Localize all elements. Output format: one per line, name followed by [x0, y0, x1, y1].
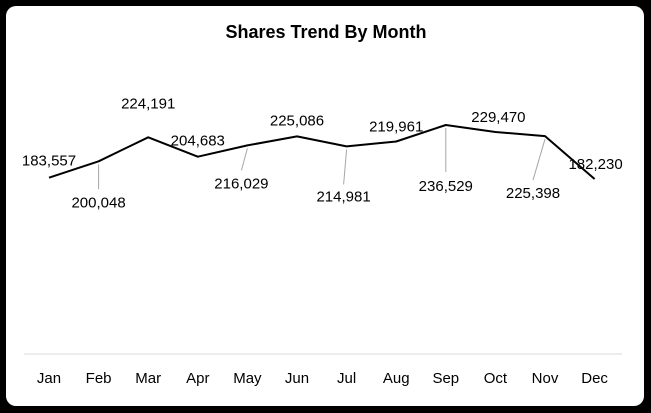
- x-tick-oct: Oct: [484, 370, 508, 387]
- x-tick-may: May: [233, 370, 262, 387]
- x-tick-apr: Apr: [186, 370, 209, 387]
- data-label-feb: 200,048: [71, 194, 125, 211]
- series-line: [48, 124, 596, 180]
- data-label-apr: 204,683: [171, 133, 225, 150]
- chart-title: Shares Trend By Month: [225, 22, 426, 42]
- data-labels: 183,557 200,048 224,191 204,683 216,029 225,0…: [22, 95, 623, 211]
- x-tick-sep: Sep: [432, 370, 459, 387]
- leader-lines: [98, 128, 546, 190]
- data-label-may: 216,029: [214, 175, 268, 192]
- data-label-oct: 229,470: [471, 109, 525, 126]
- x-tick-labels: Jan Feb Mar Apr May Jun Jul Aug Sep Oct Nov Dec: [37, 370, 609, 387]
- x-tick-mar: Mar: [135, 370, 161, 387]
- data-label-dec: 182,230: [568, 156, 622, 173]
- chart-frame: Shares Trend By Month 183,557 200,048 224,…: [6, 6, 644, 406]
- data-label-jun: 225,086: [270, 112, 324, 129]
- x-tick-feb: Feb: [86, 370, 112, 387]
- line-chart: Shares Trend By Month 183,557 200,048 224,…: [22, 22, 623, 387]
- x-tick-jun: Jun: [285, 370, 309, 387]
- series-line-group: [48, 124, 596, 180]
- leader-line-nov: [532, 138, 546, 181]
- data-label-aug: 219,961: [369, 119, 423, 136]
- data-label-mar: 224,191: [121, 95, 175, 112]
- leader-line-jul: [343, 149, 348, 185]
- x-tick-aug: Aug: [383, 370, 410, 387]
- data-label-jul: 214,981: [316, 188, 370, 205]
- data-label-jan: 183,557: [22, 153, 76, 170]
- data-label-nov: 225,398: [506, 185, 560, 202]
- x-tick-jul: Jul: [337, 370, 356, 387]
- x-tick-nov: Nov: [532, 370, 559, 387]
- x-tick-dec: Dec: [581, 370, 608, 387]
- leader-line-may: [240, 148, 248, 171]
- data-label-sep: 236,529: [419, 178, 473, 195]
- x-tick-jan: Jan: [37, 370, 61, 387]
